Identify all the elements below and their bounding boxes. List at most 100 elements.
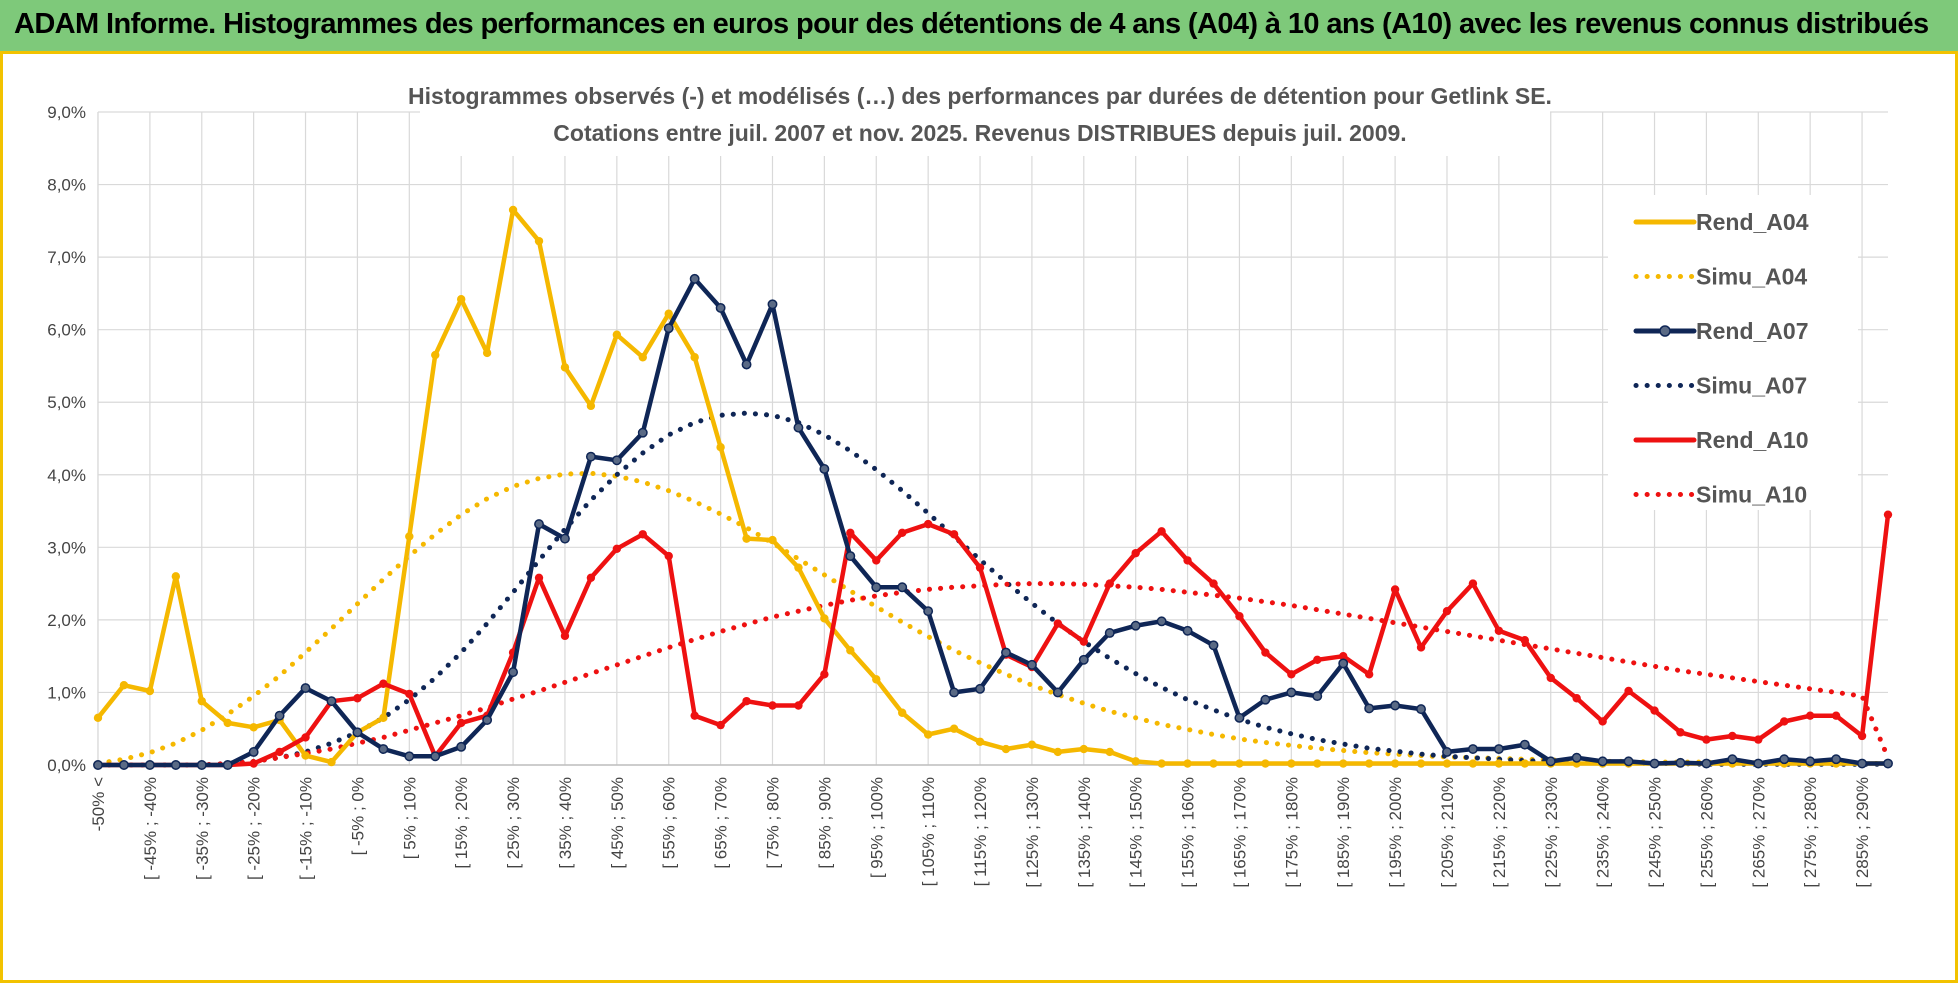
data-point-rend_a07 (378, 744, 389, 754)
x-tick-label: [ 165% ; 170% (1230, 777, 1249, 888)
data-point-rend_a04 (145, 686, 155, 696)
data-point-rend_a10 (1805, 711, 1815, 720)
data-point-rend_a04 (1001, 744, 1011, 754)
data-point-rend_a04 (716, 443, 725, 452)
data-point-rend_a10 (1079, 637, 1088, 646)
data-point-rend_a07 (1467, 744, 1478, 754)
data-point-rend_a07 (897, 582, 908, 593)
data-point-rend_a10 (1390, 585, 1400, 594)
data-point-rend_a07 (1805, 756, 1816, 767)
x-tick-label: [ 125% ; 130% (1023, 777, 1042, 888)
data-point-rend_a07 (1545, 756, 1556, 767)
data-point-rend_a10 (560, 631, 570, 641)
x-tick-label: [ 35% ; 40% (556, 777, 575, 869)
data-point-rend_a10 (1105, 579, 1114, 588)
data-point-rend_a10 (1754, 735, 1763, 744)
chart-title-line1: Histogrammes observés (-) et modélisés (… (408, 83, 1552, 109)
data-point-rend_a07 (871, 582, 882, 593)
data-point-rend_a07 (819, 464, 830, 474)
data-point-rend_a07 (1831, 754, 1842, 765)
data-point-rend_a07 (482, 715, 493, 725)
data-point-rend_a10 (301, 733, 310, 742)
data-point-rend_a04 (1131, 757, 1140, 766)
data-point-rend_a10 (1883, 510, 1893, 519)
data-point-rend_a04 (872, 675, 881, 684)
x-tick-label: [ -35% ; -30% (193, 777, 212, 880)
data-point-rend_a07 (1442, 746, 1452, 757)
data-point-rend_a07 (534, 519, 544, 530)
data-point-rend_a07 (1026, 659, 1037, 670)
data-point-rend_a07 (144, 760, 155, 770)
data-point-rend_a04 (1183, 759, 1192, 768)
data-point-rend_a07 (300, 683, 311, 694)
data-point-rend_a04 (482, 348, 492, 358)
x-tick-label: [ 155% ; 160% (1179, 777, 1198, 888)
data-point-rend_a04 (1157, 759, 1166, 768)
data-point-rend_a04 (327, 757, 336, 767)
y-tick-label: 4,0% (47, 466, 86, 485)
x-tick-label: [ 255% ; 260% (1697, 777, 1716, 888)
data-point-rend_a10 (1831, 711, 1841, 720)
x-tick-label: [ 75% ; 80% (763, 777, 782, 869)
data-point-rend_a07 (1883, 758, 1893, 769)
x-tick-label: [ -15% ; -10% (297, 777, 316, 880)
data-point-rend_a10 (1157, 527, 1166, 536)
data-point-rend_a04 (223, 718, 232, 728)
data-point-rend_a07 (93, 760, 103, 770)
data-point-rend_a07 (767, 299, 778, 310)
data-point-rend_a10 (820, 670, 829, 679)
data-point-rend_a04 (119, 680, 129, 690)
legend-marker (1659, 325, 1671, 337)
data-point-rend_a10 (1339, 651, 1348, 661)
data-point-rend_a07 (326, 696, 337, 707)
data-point-rend_a07 (1156, 616, 1167, 627)
grid (97, 111, 1888, 766)
data-point-rend_a04 (379, 713, 388, 723)
data-point-rend_a07 (430, 751, 441, 762)
data-point-rend_a10 (1702, 735, 1711, 744)
data-point-rend_a07 (1286, 687, 1297, 698)
data-point-rend_a07 (689, 273, 700, 284)
legend-label-simu_a04: Simu_A04 (1696, 264, 1807, 290)
x-tick-label: [ 25% ; 30% (504, 777, 523, 869)
data-point-rend_a07 (611, 455, 622, 466)
data-point-rend_a04 (1105, 747, 1114, 757)
data-point-rend_a07 (1779, 754, 1790, 765)
data-point-rend_a07 (1390, 700, 1401, 711)
data-point-rend_a10 (1728, 731, 1737, 741)
y-tick-label: 2,0% (47, 611, 86, 630)
x-tick-label: [ 15% ; 20% (452, 777, 471, 869)
data-point-rend_a07 (637, 427, 648, 438)
series-line-simu_a10 (95, 581, 1891, 768)
data-point-rend_a07 (1234, 712, 1245, 723)
data-point-rend_a04 (1468, 759, 1478, 768)
data-point-rend_a04 (301, 751, 310, 760)
data-point-rend_a07 (1649, 758, 1660, 769)
data-point-rend_a07 (1727, 754, 1738, 765)
data-point-rend_a10 (1313, 655, 1322, 664)
legend-label-simu_a07: Simu_A07 (1696, 373, 1807, 399)
data-point-rend_a04 (742, 534, 751, 543)
data-point-rend_a04 (534, 236, 544, 246)
series-line-rend_a04 (95, 207, 1891, 766)
data-point-rend_a07 (585, 451, 596, 462)
data-point-rend_a04 (456, 294, 466, 304)
data-point-rend_a04 (794, 563, 803, 572)
x-tick-label: [ 185% ; 190% (1334, 777, 1353, 888)
data-point-rend_a07 (560, 533, 570, 544)
x-tick-label: [ 195% ; 200% (1386, 777, 1405, 888)
data-point-rend_a07 (845, 551, 856, 561)
data-point-rend_a10 (975, 563, 985, 572)
data-point-rend_a07 (1571, 752, 1582, 763)
data-point-rend_a07 (949, 687, 960, 698)
data-point-rend_a07 (975, 683, 985, 694)
data-point-rend_a07 (1052, 687, 1063, 698)
y-tick-label: 1,0% (47, 683, 86, 702)
page-title: ADAM Informe. Histogrammes des performan… (14, 8, 1929, 40)
data-point-rend_a10 (1235, 612, 1244, 621)
data-point-rend_a04 (586, 401, 596, 411)
data-point-rend_a04 (1442, 759, 1452, 768)
data-point-rend_a10 (1624, 686, 1633, 696)
y-tick-label: 9,0% (47, 103, 86, 122)
x-tick-label: [ 215% ; 220% (1490, 777, 1509, 888)
